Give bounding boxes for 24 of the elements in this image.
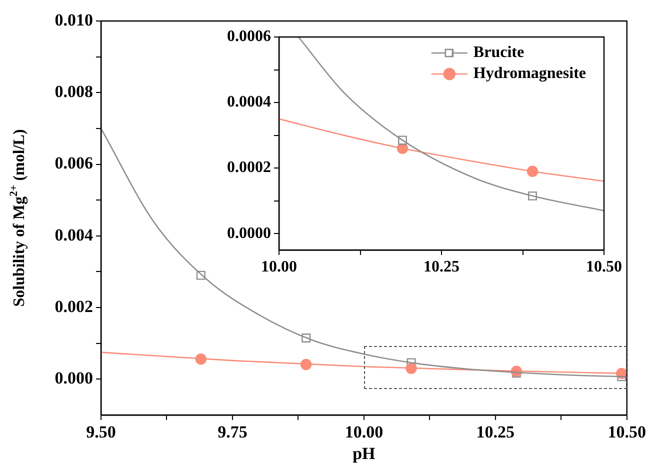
x-tick-label: 10.25	[424, 258, 460, 276]
x-tick-label: 10.00	[344, 422, 384, 442]
y-tick-label: 0.006	[54, 154, 93, 173]
y-tick-label: 0.0004	[227, 94, 271, 111]
y-tick-label: 0.000	[54, 368, 93, 388]
y-tick-label: 0.0006	[227, 28, 271, 46]
x-axis-title: pH	[352, 444, 376, 464]
x-tick-label: 10.50	[586, 258, 622, 276]
x-tick-label: 9.75	[218, 422, 248, 442]
y-tick-label: 0.0002	[227, 159, 271, 176]
y-tick-label: 0.008	[54, 82, 93, 102]
line-series	[279, 118, 604, 182]
x-tick-label: 10.25	[476, 422, 515, 442]
x-tick-label: 10.00	[261, 258, 297, 276]
y-axis-title: Solubility of Mg2+ (mol/L)	[8, 129, 28, 307]
legend-label: Brucite	[473, 44, 524, 62]
y-tick-label: 0.010	[54, 10, 93, 30]
y-tick-label: 0.004	[54, 225, 94, 244]
y-tick-label: 0.0000	[227, 224, 271, 242]
x-tick-label: 10.50	[608, 422, 646, 442]
line-series	[298, 37, 604, 212]
x-tick-label: 9.50	[86, 422, 116, 442]
legend-label: Hydromagnesite	[473, 65, 586, 82]
y-tick-label: 0.002	[54, 296, 93, 316]
